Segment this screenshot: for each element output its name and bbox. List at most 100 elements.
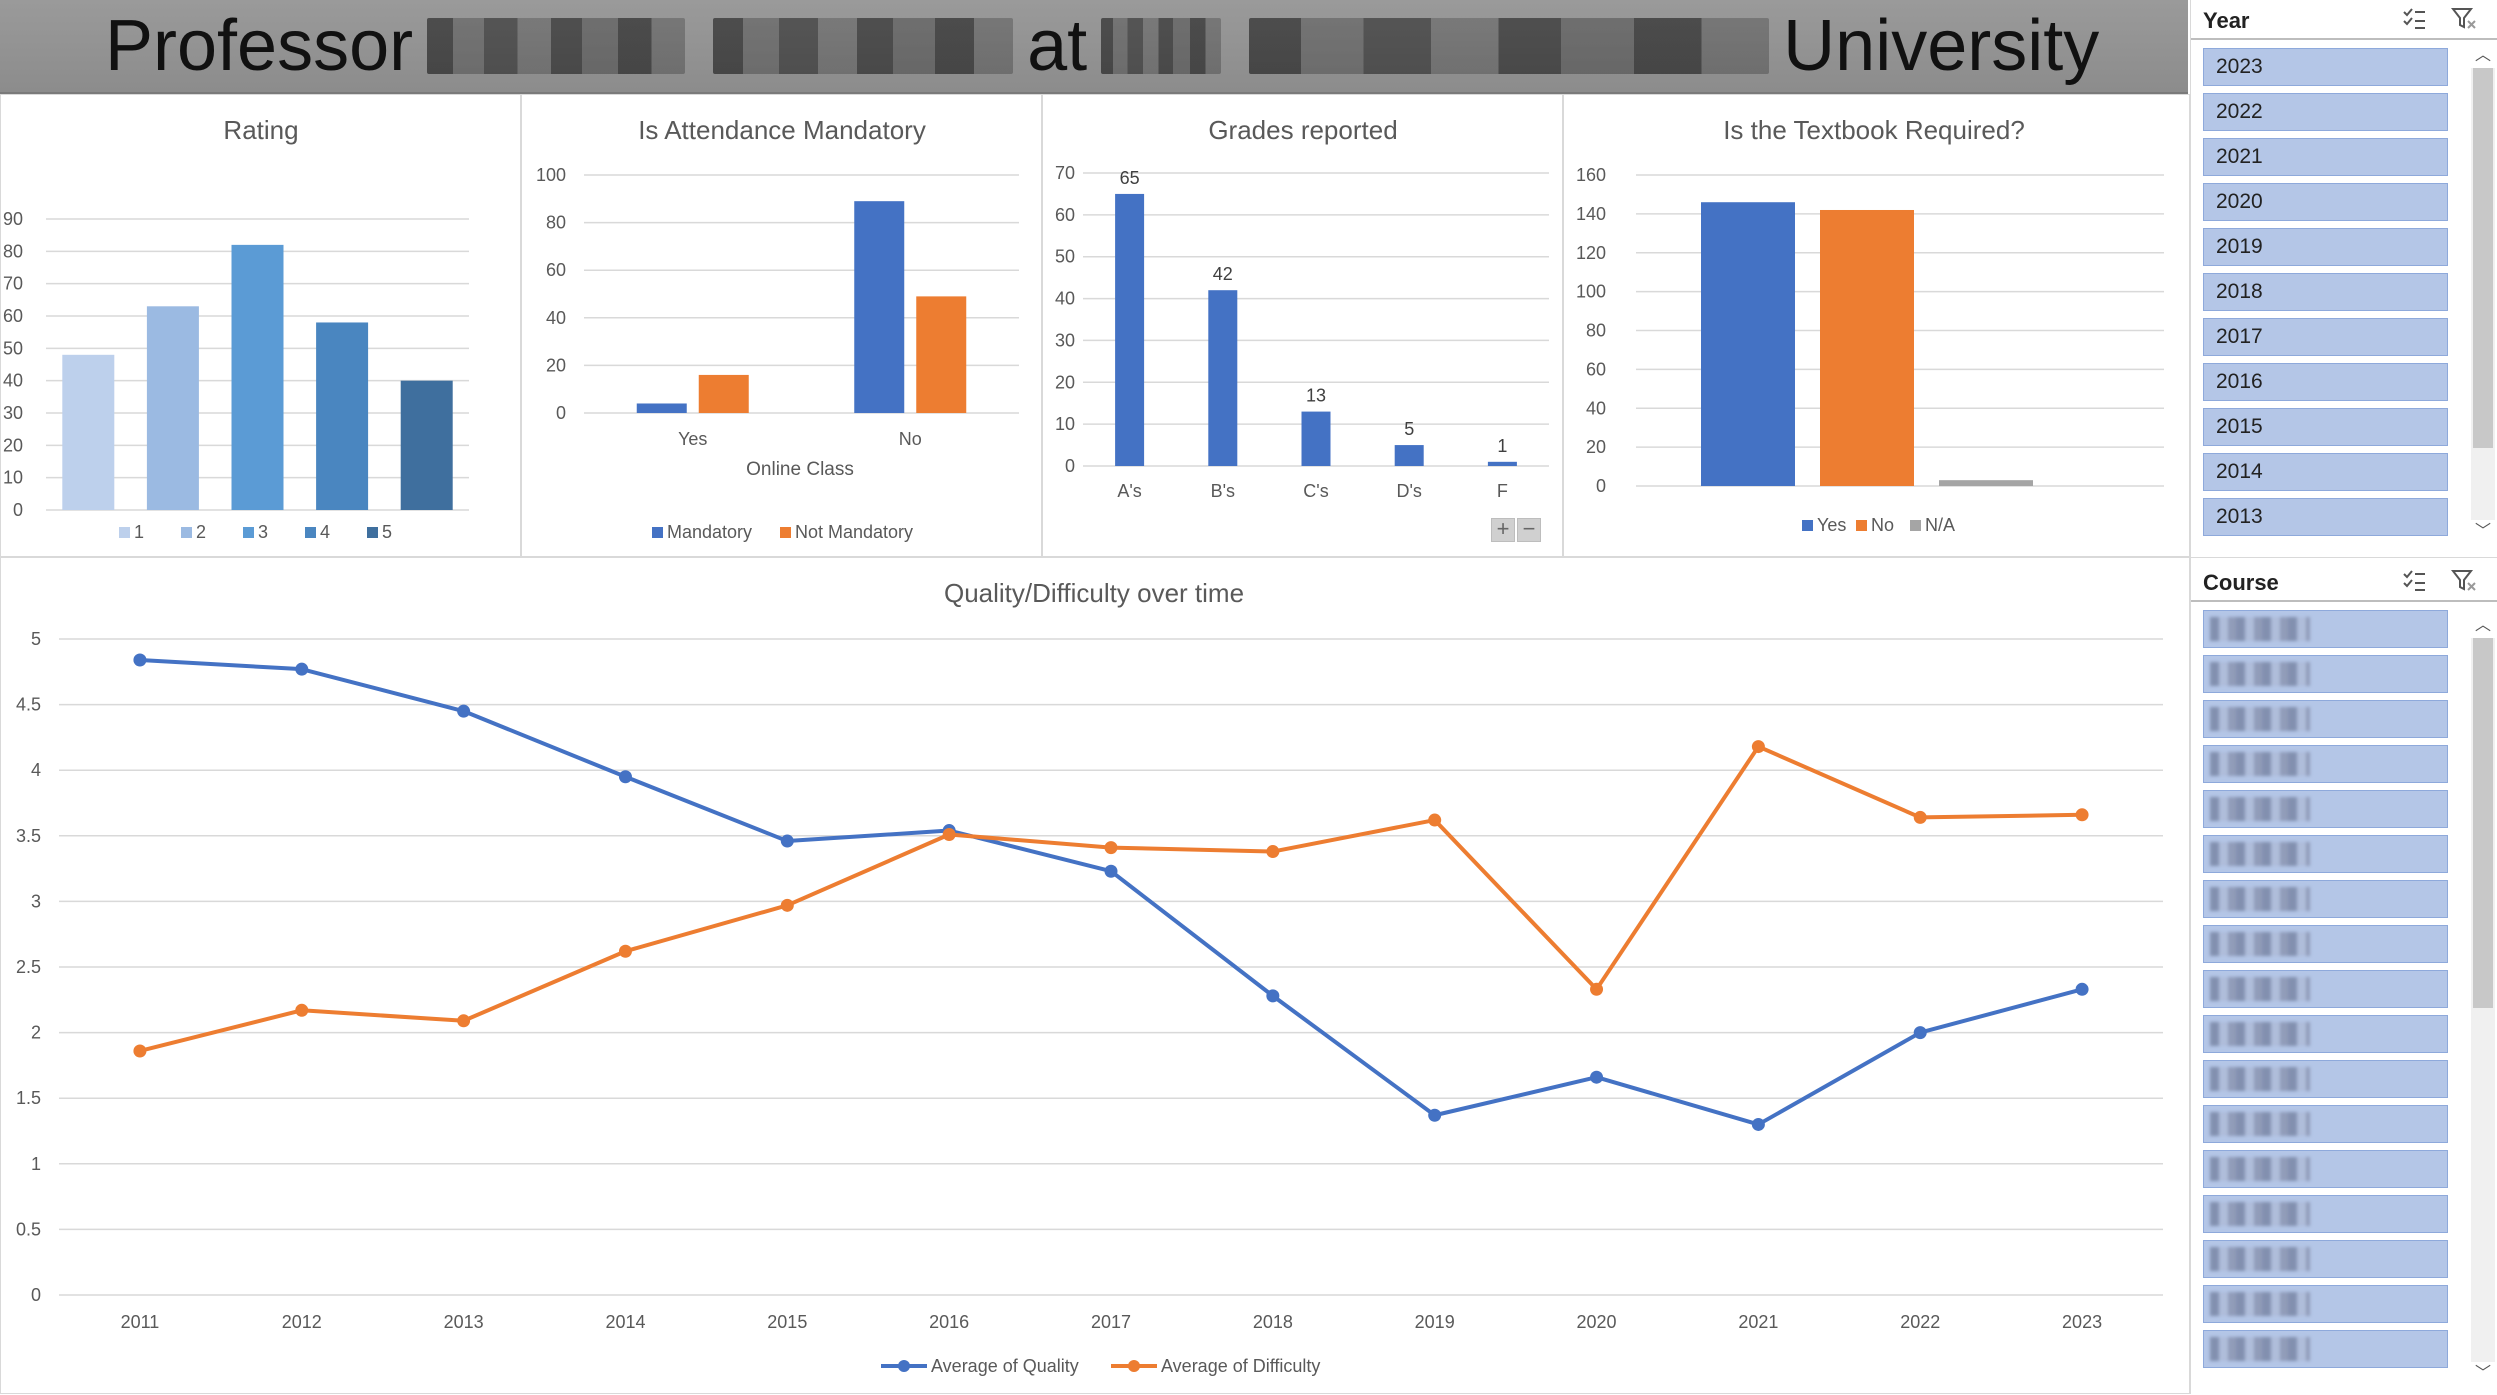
scroll-down-icon[interactable]: ﹀ <box>2474 1365 2491 1382</box>
textbook-bar <box>1820 209 1914 487</box>
scroll-thumb[interactable] <box>2473 638 2493 1008</box>
course-slicer[interactable]: Course ︿ ﹀ <box>2190 557 2497 1394</box>
series-point-quality <box>618 770 632 784</box>
grades-chart: Grades reported 0 10 20 30 40 50 60 70 65 A's 42 B'… <box>1055 115 1549 501</box>
attendance-legend-swatch <box>652 527 663 538</box>
scroll-down-icon[interactable]: ﹀ <box>2474 523 2491 540</box>
collapse-field-button[interactable]: − <box>1517 518 1541 542</box>
textbook-chart-panel[interactable]: Is the Textbook Required? 0 20 40 60 80 100 12… <box>1563 94 2190 557</box>
scroll-thumb[interactable] <box>2473 68 2493 448</box>
attendance-chart: Is Attendance Mandatory Online Class 0 20… <box>536 115 1019 542</box>
year-slicer-item-2023[interactable]: 2023 <box>2203 48 2448 86</box>
course-slicer-item[interactable] <box>2203 745 2448 783</box>
course-slicer-scrollbar[interactable]: ︿ ﹀ <box>2471 614 2495 1386</box>
series-point-quality <box>1428 1108 1442 1122</box>
quality-legend-swatch-marker <box>1128 1360 1140 1372</box>
multi-select-icon[interactable] <box>2401 568 2427 594</box>
clear-filter-icon[interactable] <box>2450 6 2477 32</box>
year-slicer-item-2022[interactable]: 2022 <box>2203 93 2448 131</box>
grades-chart-panel[interactable]: Grades reported 0 10 20 30 40 50 60 70 65 A's 42 B'… <box>1042 94 1563 557</box>
course-slicer-item[interactable] <box>2203 1240 2448 1278</box>
series-line-difficulty <box>139 744 2083 1053</box>
quality-x-tick-label: 2011 <box>121 1312 160 1332</box>
year-slicer[interactable]: Year 2023 2022 2021 2020 2019 2018 2017 2016 201… <box>2190 0 2497 557</box>
year-slicer-item-2015[interactable]: 2015 <box>2203 408 2448 446</box>
course-slicer-item[interactable] <box>2203 700 2448 738</box>
attendance-bar <box>916 296 967 413</box>
series-point-quality <box>133 653 147 667</box>
quality-x-tick-label: 2023 <box>2062 1312 2102 1332</box>
scroll-track[interactable] <box>2471 68 2495 520</box>
scroll-up-icon[interactable]: ︿ <box>2474 47 2491 64</box>
series-point-quality <box>457 704 471 718</box>
course-slicer-item[interactable] <box>2203 610 2448 648</box>
rating-y-tick-label: 20 <box>3 435 23 455</box>
course-slicer-item[interactable] <box>2203 1060 2448 1098</box>
attendance-legend-label: Mandatory <box>667 522 752 542</box>
rating-y-tick-label: 0 <box>13 500 23 520</box>
course-slicer-item[interactable] <box>2203 925 2448 963</box>
redacted-course-name <box>2210 932 2310 956</box>
course-slicer-item[interactable] <box>2203 1285 2448 1323</box>
course-slicer-item[interactable] <box>2203 1150 2448 1188</box>
course-slicer-item[interactable] <box>2203 970 2448 1008</box>
quality-difficulty-chart-panel[interactable]: Quality/Difficulty over time 0 0.5 1 1.5 2 2.… <box>0 557 2190 1394</box>
textbook-y-tick-label: 40 <box>1586 398 1606 418</box>
quality-y-tick-label: 5 <box>31 629 41 649</box>
course-slicer-header: Course <box>2191 562 2497 602</box>
rating-y-tick-label: 30 <box>3 403 23 423</box>
title-word-university: University <box>1783 6 2100 86</box>
rating-legend-label: 1 <box>134 522 144 542</box>
course-slicer-item[interactable] <box>2203 835 2448 873</box>
expand-field-button[interactable]: + <box>1491 518 1515 542</box>
course-slicer-item[interactable] <box>2203 1195 2448 1233</box>
textbook-legend-label: No <box>1871 515 1894 535</box>
grades-bar <box>1487 461 1517 466</box>
year-slicer-item-2019[interactable]: 2019 <box>2203 228 2448 266</box>
course-slicer-item[interactable] <box>2203 1330 2448 1368</box>
attendance-y-tick-label: 60 <box>546 260 566 280</box>
rating-y-tick-label: 40 <box>3 371 23 391</box>
textbook-legend-label: N/A <box>1925 515 1955 535</box>
course-slicer-item[interactable] <box>2203 790 2448 828</box>
year-slicer-item-2014[interactable]: 2014 <box>2203 453 2448 491</box>
quality-x-tick-label: 2021 <box>1738 1312 1778 1332</box>
course-slicer-item[interactable] <box>2203 655 2448 693</box>
rating-bar <box>231 244 284 510</box>
grades-data-label: 1 <box>1497 436 1507 456</box>
textbook-chart: Is the Textbook Required? 0 20 40 60 80 100 12… <box>1576 115 2164 535</box>
series-point-difficulty <box>1266 845 1280 859</box>
rating-chart-panel[interactable]: Rating 0 10 20 30 40 50 60 70 80 90 1 2 3 4 5 <box>0 94 521 557</box>
course-slicer-item[interactable] <box>2203 1105 2448 1143</box>
attendance-y-tick-label: 0 <box>556 403 566 423</box>
year-slicer-item-2018[interactable]: 2018 <box>2203 273 2448 311</box>
attendance-y-tick-label: 20 <box>546 355 566 375</box>
series-point-difficulty <box>133 1044 147 1058</box>
year-slicer-item-2021[interactable]: 2021 <box>2203 138 2448 176</box>
rating-legend-label: 5 <box>382 522 392 542</box>
year-slicer-item-2013[interactable]: 2013 <box>2203 498 2448 536</box>
year-slicer-item-2017[interactable]: 2017 <box>2203 318 2448 356</box>
year-slicer-scrollbar[interactable]: ︿ ﹀ <box>2471 44 2495 544</box>
clear-filter-icon[interactable] <box>2450 568 2477 594</box>
attendance-chart-panel[interactable]: Is Attendance Mandatory Online Class 0 20… <box>521 94 1042 557</box>
series-point-quality <box>780 834 794 848</box>
textbook-y-tick-label: 160 <box>1576 165 1606 185</box>
year-slicer-item-2020[interactable]: 2020 <box>2203 183 2448 221</box>
course-slicer-item[interactable] <box>2203 1015 2448 1053</box>
quality-y-tick-label: 0 <box>31 1285 41 1305</box>
redacted-course-name <box>2210 662 2310 686</box>
grades-data-label: 13 <box>1306 386 1326 406</box>
quality-x-tick-label: 2017 <box>1091 1312 1131 1332</box>
year-slicer-item-2016[interactable]: 2016 <box>2203 363 2448 401</box>
scroll-up-icon[interactable]: ︿ <box>2474 617 2491 634</box>
series-point-difficulty <box>2075 808 2089 822</box>
quality-x-tick-label: 2013 <box>444 1312 484 1332</box>
textbook-legend-swatch <box>1802 520 1813 531</box>
multi-select-icon[interactable] <box>2401 6 2427 32</box>
quality-legend-label: Average of Difficulty <box>1161 1356 1320 1376</box>
year-slicer-title: Year <box>2203 8 2250 33</box>
scroll-track[interactable] <box>2471 638 2495 1362</box>
course-slicer-item[interactable] <box>2203 880 2448 918</box>
attendance-legend-label: Not Mandatory <box>795 522 913 542</box>
